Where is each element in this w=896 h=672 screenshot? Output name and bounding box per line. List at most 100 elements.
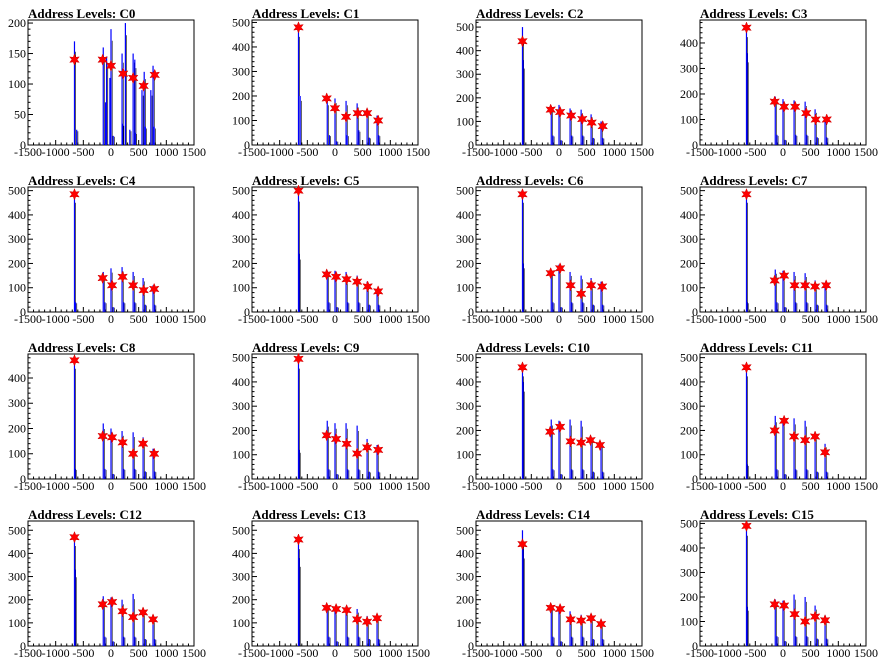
y-tick-label: 500 <box>232 523 250 537</box>
panel-title: Address Levels: C10 <box>476 340 590 355</box>
y-tick-label: 500 <box>232 184 250 198</box>
peak-marker <box>576 112 588 126</box>
peak-marker <box>575 614 587 627</box>
y-tick-label: 0 <box>468 639 474 653</box>
y-tick-label: 0 <box>692 138 698 152</box>
x-tick-label: -500 <box>520 145 542 159</box>
peak-marker <box>361 441 373 454</box>
peak-marker <box>105 59 117 72</box>
peak-marker <box>321 92 333 105</box>
y-tick-label: 100 <box>456 448 474 462</box>
peak-marker <box>361 106 373 120</box>
y-tick-label: 500 <box>680 351 698 365</box>
x-tick-label: 0 <box>780 646 786 660</box>
x-tick-label: 500 <box>578 145 596 159</box>
x-tick-label: 0 <box>780 312 786 326</box>
y-tick-label: 100 <box>232 448 250 462</box>
peak-marker <box>820 279 832 292</box>
x-tick-label: -1000 <box>714 145 742 159</box>
y-tick-label: 100 <box>8 281 26 295</box>
peak-marker <box>565 435 576 448</box>
x-tick-label: -500 <box>744 479 766 493</box>
x-tick-label: 1500 <box>182 312 206 326</box>
x-tick-label: 1500 <box>630 145 654 159</box>
histogram-panel-12: Address Levels: C12 -1500 -1000 -500 0 500 100… <box>8 507 206 660</box>
peak-marker <box>371 612 383 625</box>
x-tick-label: 500 <box>354 479 372 493</box>
y-tick-label: 300 <box>456 570 474 584</box>
y-tick-label: 500 <box>456 351 474 365</box>
x-tick-label: 0 <box>108 479 114 493</box>
x-tick-label: 1500 <box>854 312 878 326</box>
x-tick-label: -1500 <box>462 145 490 159</box>
y-tick-label: 400 <box>680 208 698 222</box>
y-tick-label: 100 <box>680 448 698 462</box>
peak-marker <box>545 601 557 614</box>
x-tick-label: -1500 <box>238 145 266 159</box>
x-tick-label: 500 <box>802 145 820 159</box>
y-tick-label: 200 <box>8 256 26 270</box>
peak-marker <box>293 184 304 197</box>
y-tick-label: 200 <box>456 423 474 437</box>
y-tick-label: 0 <box>468 138 474 152</box>
peak-marker <box>596 280 608 293</box>
x-tick-label: 500 <box>578 479 596 493</box>
y-tick-label: 500 <box>8 523 26 537</box>
histogram-panel-13: Address Levels: C13 -1500 -1000 -500 0 500 100… <box>232 507 430 660</box>
y-tick-label: 400 <box>232 546 250 560</box>
peak-marker <box>293 21 304 34</box>
x-tick-label: -1000 <box>266 145 294 159</box>
y-tick-label: 300 <box>8 396 26 410</box>
panel-title: Address Levels: C5 <box>252 173 360 188</box>
x-tick-label: 500 <box>578 312 596 326</box>
y-tick-label: 200 <box>456 593 474 607</box>
x-tick-label: 1000 <box>826 312 850 326</box>
peak-marker <box>778 100 790 113</box>
y-tick-label: 0 <box>692 305 698 319</box>
panel-title: Address Levels: C9 <box>252 340 360 355</box>
y-tick-label: 300 <box>680 399 698 413</box>
peak-marker <box>97 598 109 611</box>
y-tick-label: 0 <box>20 138 26 152</box>
x-tick-label: -1500 <box>14 145 42 159</box>
y-tick-label: 300 <box>232 570 250 584</box>
y-tick-label: 200 <box>232 423 250 437</box>
y-tick-label: 200 <box>680 590 698 604</box>
peak-marker <box>789 279 800 292</box>
y-tick-label: 100 <box>680 112 698 126</box>
y-tick-label: 500 <box>456 523 474 537</box>
x-tick-label: 0 <box>332 145 338 159</box>
peak-marker <box>106 595 118 609</box>
peak-marker <box>575 287 587 300</box>
x-tick-label: 1500 <box>182 145 206 159</box>
panel-title: Address Levels: C2 <box>476 6 583 21</box>
y-tick-label: 100 <box>232 113 250 127</box>
peak-marker <box>821 113 833 126</box>
x-tick-label: -1500 <box>686 312 714 326</box>
peak-marker <box>585 433 596 447</box>
peak-marker <box>321 268 333 281</box>
peak-marker <box>97 53 109 66</box>
y-tick-label: 200 <box>8 421 26 435</box>
peak-marker <box>361 615 373 628</box>
histogram-panel-7: Address Levels: C7-1500 -1000 -500 0 500 1000… <box>680 173 878 326</box>
x-tick-label: -1500 <box>238 312 266 326</box>
peak-marker <box>778 414 790 427</box>
peak-marker <box>117 436 128 449</box>
x-tick-label: 1000 <box>602 479 626 493</box>
peak-marker <box>810 113 821 126</box>
x-tick-label: -1000 <box>266 312 294 326</box>
panel-title: Address Levels: C15 <box>700 507 814 522</box>
y-tick-label: 0 <box>20 305 26 319</box>
peak-marker <box>127 71 139 85</box>
peak-marker <box>554 602 566 616</box>
histogram-panel-8: Address Levels: C8-1500 -1000 -500 0 500 1000… <box>8 340 206 493</box>
histogram-panel-15: Address Levels: C15 -1500 -1000 -500 0 500 100… <box>680 507 878 660</box>
histogram-panel-4: Address Levels: C4-1500 -1000 -500 0 500 1000… <box>8 173 206 326</box>
x-tick-label: 0 <box>332 479 338 493</box>
y-tick-label: 400 <box>456 375 474 389</box>
x-tick-label: -1500 <box>462 646 490 660</box>
y-tick-label: 300 <box>232 232 250 246</box>
peak-marker <box>117 67 129 80</box>
peak-marker <box>330 432 342 446</box>
